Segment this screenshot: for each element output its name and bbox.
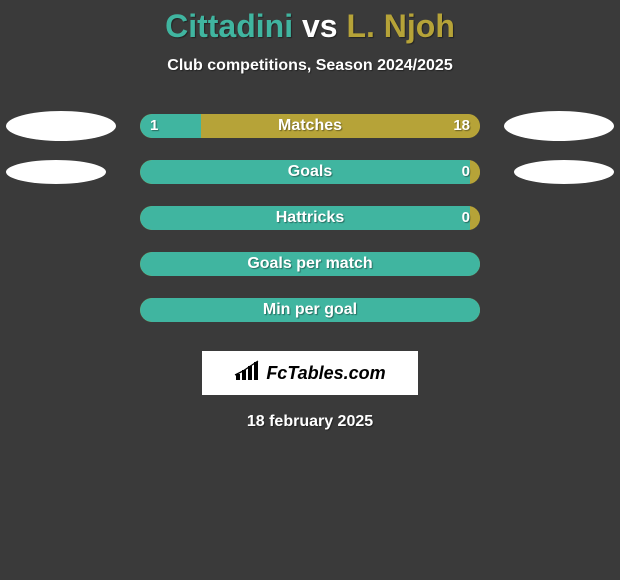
bar-chart-icon — [234, 360, 260, 387]
player2-ellipse — [504, 111, 614, 141]
logo-text: FcTables.com — [266, 363, 385, 384]
stat-bar: Goals per match — [140, 252, 480, 276]
stat-bar: Min per goal — [140, 298, 480, 322]
stat-row: Goals0 — [0, 149, 620, 195]
stat-bar: Hattricks0 — [140, 206, 480, 230]
stat-label: Goals — [140, 160, 480, 184]
stats-list: Matches118Goals0Hattricks0Goals per matc… — [0, 103, 620, 333]
player2-name: L. Njoh — [346, 8, 454, 44]
stat-value-left: 1 — [150, 114, 158, 138]
stat-label: Goals per match — [140, 252, 480, 276]
stat-row: Matches1 18 — [0, 103, 620, 149]
stat-row: Goals per match — [0, 241, 620, 287]
stat-value-right: 0 — [462, 160, 470, 184]
logo-box: FcTables.com — [202, 351, 418, 395]
player1-ellipse — [6, 111, 116, 141]
page-title: Cittadini vs L. Njoh — [0, 8, 620, 45]
stat-bar: Matches1 18 — [140, 114, 480, 138]
stat-row: Min per goal — [0, 287, 620, 333]
player2-ellipse — [514, 160, 614, 184]
stat-value-right: 0 — [462, 206, 470, 230]
stat-label: Hattricks — [140, 206, 480, 230]
stat-label: Min per goal — [140, 298, 480, 322]
comparison-container: Cittadini vs L. Njoh Club competitions, … — [0, 0, 620, 580]
stat-row: Hattricks0 — [0, 195, 620, 241]
date-label: 18 february 2025 — [0, 413, 620, 431]
subtitle: Club competitions, Season 2024/2025 — [0, 57, 620, 75]
vs-text: vs — [302, 8, 338, 44]
stat-label: Matches — [140, 114, 480, 138]
player1-name: Cittadini — [165, 8, 293, 44]
stat-bar: Goals0 — [140, 160, 480, 184]
stat-value-right: 18 — [453, 114, 470, 138]
player1-ellipse — [6, 160, 106, 184]
